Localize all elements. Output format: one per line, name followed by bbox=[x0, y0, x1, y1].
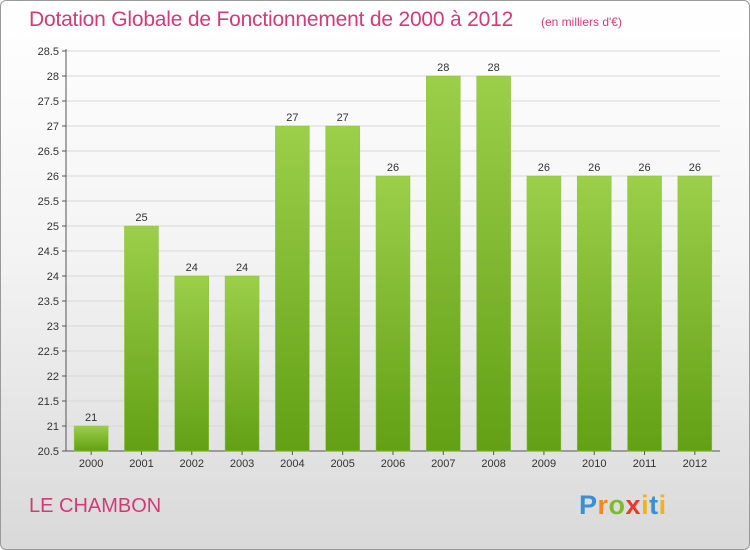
bar bbox=[627, 175, 662, 452]
bar bbox=[375, 175, 411, 452]
bar bbox=[73, 425, 109, 452]
bar bbox=[124, 225, 159, 452]
x-tick-label: 2001 bbox=[129, 458, 153, 470]
y-tick-label: 26 bbox=[47, 171, 59, 183]
y-tick-label: 28.5 bbox=[38, 46, 59, 58]
x-tick-label: 2002 bbox=[180, 458, 204, 470]
bar bbox=[325, 125, 360, 452]
y-tick-label: 23 bbox=[47, 321, 59, 333]
x-tick-label: 2006 bbox=[381, 458, 405, 470]
data-label: 28 bbox=[487, 62, 499, 74]
x-tick-label: 2004 bbox=[280, 458, 304, 470]
x-tick-label: 2000 bbox=[79, 458, 103, 470]
y-tick-label: 24.5 bbox=[38, 246, 59, 258]
data-label: 27 bbox=[286, 112, 298, 124]
data-label: 26 bbox=[588, 162, 600, 174]
y-tick-label: 21 bbox=[47, 421, 59, 433]
x-tick-label: 2005 bbox=[330, 458, 354, 470]
y-tick-label: 25.5 bbox=[38, 196, 59, 208]
data-label: 28 bbox=[437, 62, 449, 74]
y-tick-label: 28 bbox=[47, 71, 59, 83]
data-labels: 21 25 24 24 27 27 26 28 28 26 26 26 26 bbox=[85, 62, 701, 424]
bar bbox=[526, 175, 562, 452]
data-label: 26 bbox=[638, 162, 650, 174]
chart-subtitle: (en milliers d'€) bbox=[541, 15, 622, 29]
data-label: 24 bbox=[186, 262, 198, 274]
proxiti-logo: Proxiti bbox=[579, 490, 667, 520]
bar bbox=[677, 175, 713, 452]
bar bbox=[476, 75, 511, 452]
x-tick-label: 2008 bbox=[481, 458, 505, 470]
data-label: 24 bbox=[236, 262, 248, 274]
data-label: 25 bbox=[135, 212, 147, 224]
bar bbox=[174, 275, 210, 452]
chart-title: Dotation Globale de Fonctionnement de 20… bbox=[29, 8, 514, 31]
y-tick-label: 25 bbox=[47, 221, 59, 233]
axes: 20.5 21 21.5 22 22.5 23 23.5 24 24.5 25 25.5 26 26.5… bbox=[38, 46, 720, 470]
bar bbox=[275, 125, 310, 452]
x-tick-label: 2009 bbox=[532, 458, 556, 470]
x-tick-label: 2003 bbox=[230, 458, 254, 470]
data-label: 21 bbox=[85, 412, 97, 424]
bar bbox=[426, 75, 461, 452]
y-tick-label: 27.5 bbox=[38, 96, 59, 108]
x-tick-label: 2007 bbox=[431, 458, 455, 470]
y-tick-label: 24 bbox=[47, 271, 59, 283]
y-tick-label: 27 bbox=[47, 121, 59, 133]
data-label: 26 bbox=[387, 162, 399, 174]
y-tick-label: 22.5 bbox=[38, 346, 59, 358]
y-tick-label: 22 bbox=[47, 371, 59, 383]
y-tick-label: 20.5 bbox=[38, 446, 59, 458]
bars bbox=[73, 75, 713, 452]
data-label: 26 bbox=[689, 162, 701, 174]
commune-name: LE CHAMBON bbox=[29, 495, 162, 517]
x-tick-label: 2010 bbox=[582, 458, 606, 470]
bar bbox=[224, 275, 260, 452]
bar bbox=[576, 175, 612, 452]
y-tick-label: 21.5 bbox=[38, 396, 59, 408]
data-label: 26 bbox=[538, 162, 550, 174]
y-tick-label: 23.5 bbox=[38, 296, 59, 308]
y-tick-label: 26.5 bbox=[38, 146, 59, 158]
x-tick-label: 2012 bbox=[683, 458, 707, 470]
data-label: 27 bbox=[337, 112, 349, 124]
x-tick-label: 2011 bbox=[633, 458, 657, 470]
